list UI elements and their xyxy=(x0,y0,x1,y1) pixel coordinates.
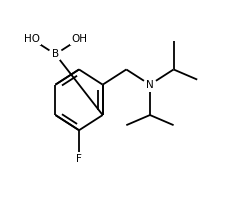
Text: B: B xyxy=(52,49,59,59)
Text: OH: OH xyxy=(71,34,87,44)
Text: HO: HO xyxy=(24,34,40,44)
Text: N: N xyxy=(146,80,154,90)
Text: F: F xyxy=(76,154,82,164)
